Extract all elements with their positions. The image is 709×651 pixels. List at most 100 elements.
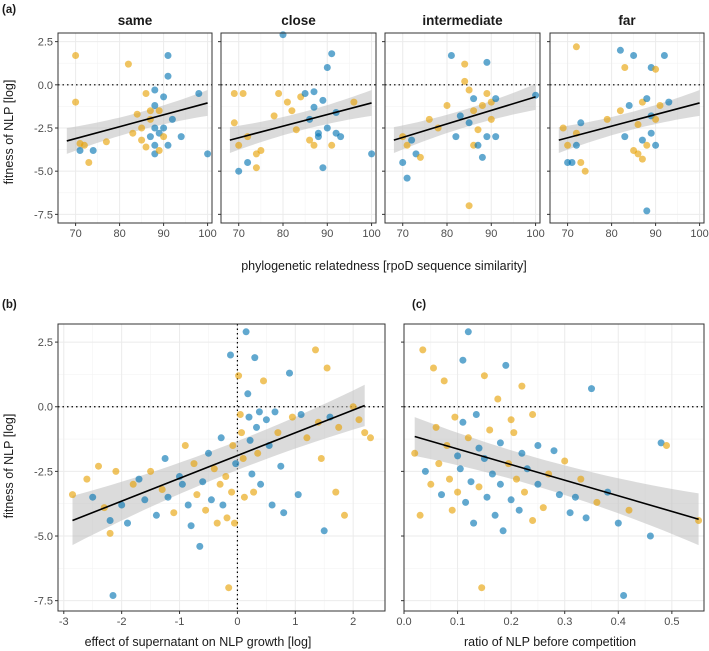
panel-a-facet-3-x-tick-label: 70 <box>561 228 573 240</box>
panel-a-facet-3-point-10 <box>603 115 611 123</box>
panel-a-facet-3-regression-line <box>558 102 700 141</box>
panel-b-point-64 <box>268 501 276 509</box>
panel-a-facet-0-point-27 <box>160 124 168 132</box>
panel-b-point-14 <box>147 467 155 475</box>
panel-b-point-57 <box>253 423 260 431</box>
panel-b-point-78 <box>323 364 331 372</box>
panel-b-point-24 <box>187 522 195 530</box>
panel-c-point-63 <box>593 498 601 506</box>
panel-b-x-tick-label: 0 <box>234 616 240 628</box>
panel-b-point-15 <box>152 511 160 519</box>
panel-a-facet-3-point-7 <box>577 119 585 127</box>
panel-a-facet-3-point-25 <box>643 207 651 215</box>
panel-c-point-61 <box>582 514 590 522</box>
panel-a-facet-1-point-29 <box>328 50 336 58</box>
panel-b-point-59 <box>255 408 263 416</box>
panel-a-facet-3-x-tick-label: 80 <box>605 228 617 240</box>
panel-b-point-62 <box>262 416 270 424</box>
panel-c-point-33 <box>491 511 499 519</box>
panel-b-y-tick-label: 0.0 <box>38 402 53 414</box>
panel-a-facet-2-point-21 <box>474 126 482 134</box>
panel-a-facet-3-point-13 <box>621 64 629 71</box>
panel-b-point-58 <box>254 449 262 457</box>
panel-a-facet-0-point-34 <box>195 90 203 97</box>
panel-c-point-27 <box>478 584 486 592</box>
panel-a-facet-2-facet-label: intermediate <box>422 13 503 28</box>
panel-a-facet-0-point-3 <box>76 147 84 154</box>
panel-a-facet-3-point-1 <box>564 141 572 149</box>
panel-b-point-82 <box>341 511 348 519</box>
panel-a-facet-0-y-tick-label: -5.0 <box>34 166 53 178</box>
panel-b-point-65 <box>271 408 279 416</box>
panel-a-facet-0-point-33 <box>177 133 185 141</box>
panel-c-point-60 <box>577 475 585 483</box>
panel-a-facet-2-point-14 <box>461 77 469 85</box>
panel-c-point-53 <box>539 504 547 512</box>
panel-b-point-77 <box>320 527 328 535</box>
panel-c-point-28 <box>480 372 488 380</box>
panel-a-tag: (a) <box>2 4 16 16</box>
panel-b-y-tick-label: 2.5 <box>38 337 53 349</box>
panel-a-facet-3-point-0 <box>559 124 567 132</box>
panel-b-point-18 <box>164 493 172 501</box>
panel-c-point-24 <box>472 411 480 418</box>
panel-a-facet-1-point-30 <box>328 141 336 149</box>
panel-a-y-axis-title: fitness of NLP [log] <box>2 80 16 185</box>
panel-a-facet-3-point-28 <box>647 129 655 137</box>
panel-c-point-19 <box>462 498 470 506</box>
panel-a-facet-2-x-tick-label: 100 <box>526 228 544 240</box>
panel-c-point-23 <box>470 519 478 527</box>
panel-a-facet-2-point-6 <box>416 153 424 161</box>
panel-b-point-30 <box>205 449 212 457</box>
panel-a-facet-2-point-18 <box>470 95 478 103</box>
panel-c-point-5 <box>430 364 437 372</box>
panel-b-x-tick-label: -3 <box>59 616 69 628</box>
panel-b-point-50 <box>242 328 250 336</box>
panel-a-facet-1-facet-label: close <box>281 13 316 28</box>
panel-c-point-42 <box>510 429 518 437</box>
panel-b-point-3 <box>95 462 102 470</box>
panel-b-point-72 <box>297 411 305 418</box>
panel-a-facet-2-regression-line <box>393 96 536 141</box>
panel-b-x-tick-label: -1 <box>175 616 185 628</box>
panel-b-point-38 <box>223 514 231 522</box>
panel-b-point-39 <box>225 584 233 592</box>
panel-c-x-tick-label: 0.0 <box>396 616 411 628</box>
panel-a-facet-1-point-26 <box>319 164 327 172</box>
panel-a-facet-2-x-tick-label: 90 <box>485 228 497 240</box>
panel-c-point-31 <box>486 426 494 434</box>
panel-b-point-12 <box>135 475 143 483</box>
panel-a-facet-3-point-23 <box>643 95 651 103</box>
panel-b-point-36 <box>219 501 227 509</box>
panel-b-y-tick-label: -7.5 <box>34 596 53 608</box>
panel-c-point-38 <box>502 361 510 369</box>
panel-a-facet-2-point-9 <box>443 102 451 109</box>
panel-b-x-tick-label: 2 <box>350 616 356 628</box>
panel-c-point-41 <box>507 496 515 504</box>
panel-c-x-tick-label: 0.2 <box>503 616 518 628</box>
panel-c-point-57 <box>561 457 569 465</box>
panel-a-facet-2-point-2 <box>403 141 411 149</box>
panel-b-x-tick-label: -2 <box>117 616 127 628</box>
panel-a-facet-0-point-30 <box>164 72 172 80</box>
panel-c: 0.0 0.1 0.2 0.3 0.4 0.5 <box>396 323 705 628</box>
panel-c-point-4 <box>427 480 435 488</box>
panel-a-facet-0-point-32 <box>168 115 176 123</box>
panel-a-facet-2-point-25 <box>483 58 491 66</box>
panel-b-point-28 <box>199 478 207 486</box>
panel-a-facet-1-point-11 <box>275 90 283 97</box>
panel-b-point-70 <box>288 413 296 421</box>
panel-a-facet-3-point-31 <box>652 141 660 149</box>
panel-a-facet-1-regression-line <box>229 102 372 141</box>
panel-a-facet-3-point-21 <box>638 136 646 144</box>
panel-a-facet-3-point-9 <box>581 167 589 175</box>
panel-a-facet-2-point-26 <box>483 90 491 97</box>
panel-c-point-3 <box>421 467 429 475</box>
panel-a-facet-1-point-27 <box>323 64 331 71</box>
panel-c-point-6 <box>432 423 440 431</box>
panel-a-facet-1-x-tick-label: 80 <box>277 228 289 240</box>
panel-b-point-0 <box>69 491 76 499</box>
panel-a-facet-3-point-32 <box>656 102 664 109</box>
panel-c-point-58 <box>566 509 574 517</box>
panel-a-facet-3-point-3 <box>568 159 576 166</box>
